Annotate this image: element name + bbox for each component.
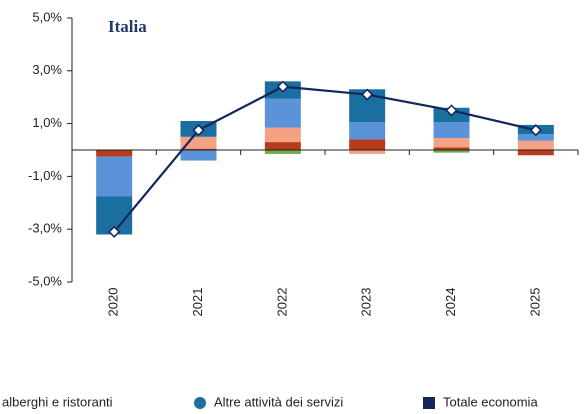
bar-segment [517,150,554,156]
bar-segment [180,150,217,161]
y-tick-label: 5,0% [32,9,62,24]
bar-segment [264,142,301,150]
total-line [113,85,537,233]
bar-segment [96,156,133,197]
y-tick-label: 1,0% [32,115,62,130]
legend-label: alberghi e ristoranti [2,394,113,409]
y-tick-label: 3,0% [32,62,62,77]
bar-segment [433,150,470,153]
x-tick-label: 2024 [443,288,458,317]
x-tick-label: 2022 [274,288,289,317]
bar-segment [349,150,386,154]
bar-segment [433,138,470,148]
bar-segment [96,150,133,157]
x-tick-label: 2020 [106,288,121,317]
bar-segment [180,136,217,149]
bar-segment [264,98,301,128]
legend-marker [194,397,206,409]
x-tick-label: 2025 [527,288,542,317]
legend-label: Altre attività dei servizi [214,394,343,409]
x-tick-label: 2021 [190,288,205,317]
line-marker [361,88,374,101]
bar-segment [433,147,470,150]
bar-segment [349,139,386,150]
bar-segment [349,122,386,140]
y-tick-label: -1,0% [28,168,62,183]
line-marker [108,225,121,238]
line-marker [276,80,289,93]
bar-segment [264,150,301,154]
chart-title: Italia [108,17,147,36]
bar-segment [180,148,217,150]
line-marker [192,124,205,137]
legend-label: Totale economia [443,394,538,409]
y-tick-label: -3,0% [28,221,62,236]
y-tick-label: -5,0% [28,273,62,288]
bar-segment [517,134,554,141]
bar-segment [433,122,470,139]
line-marker [529,124,542,137]
bar-segment [517,140,554,150]
legend-marker [423,397,435,409]
bar-segment [264,127,301,143]
x-tick-label: 2023 [359,288,374,317]
line-marker [445,104,458,117]
